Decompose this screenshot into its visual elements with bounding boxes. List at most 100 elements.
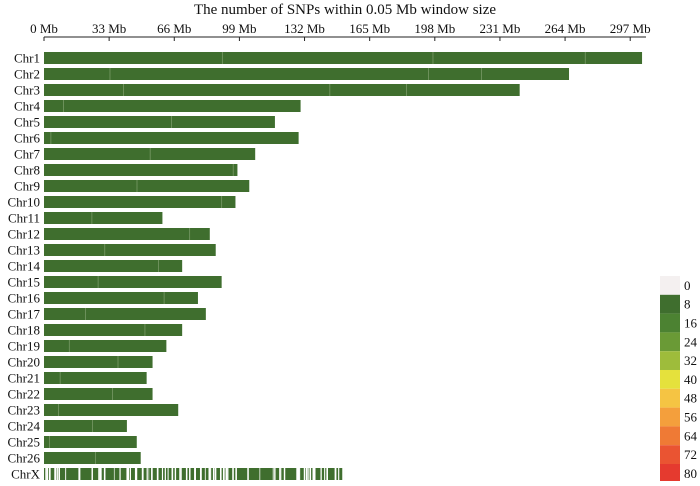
window-stripe [247,468,249,480]
window-stripe [210,468,212,480]
chromosome-label: Chr25 [8,435,41,450]
window-stripe [274,468,276,480]
chromosome-bar [44,468,345,480]
chromosome-label: Chr23 [8,403,41,418]
x-tick-label: 132 Mb [284,21,325,36]
chromosome-label: Chr22 [8,387,41,402]
window-stripe [49,436,50,448]
x-tick-label: 66 Mb [157,21,191,36]
window-stripe [109,68,111,80]
chromosome-bar [44,308,206,320]
chromosome-row: Chr22 [8,387,153,402]
chromosome-row: Chr9 [14,179,250,194]
window-stripe [99,468,102,480]
window-stripe [48,468,51,480]
window-stripe [299,468,301,480]
window-stripe [225,468,228,480]
chromosome-bar [44,164,238,176]
chromosome-row: Chr3 [14,83,520,98]
legend-label: 40 [684,372,697,387]
chromosome-row: Chr24 [8,419,127,434]
window-stripe [189,468,191,480]
chromosome-row: Chr26 [8,451,141,466]
x-tick-label: 198 Mb [414,21,455,36]
window-stripe [326,468,329,480]
chromosome-bar [44,292,198,304]
chromosome-bar [44,100,301,112]
window-stripe [296,468,298,480]
chromosome-row: Chr5 [14,115,275,130]
window-stripe [123,84,124,96]
chromosome-row: Chr25 [8,435,137,450]
window-stripe [303,468,306,480]
x-tick-label: 165 Mb [349,21,390,36]
color-legend: 0 8 16 24 32 40 48 56 64 72 80 [660,276,698,483]
window-stripe [161,468,164,480]
legend-swatch [660,351,680,370]
window-stripe [335,468,337,480]
window-stripe [91,212,93,224]
chromosome-bar [44,116,275,128]
chromosome-label: Chr2 [14,67,40,82]
window-stripe [222,468,225,480]
window-stripe [126,468,129,480]
window-stripe [151,468,153,480]
window-stripe [213,468,215,480]
window-stripe [584,52,586,64]
window-stripe [280,468,282,480]
chromosome-label: Chr18 [8,323,41,338]
chromosome-row: Chr8 [14,163,238,178]
legend-label: 80 [684,466,697,481]
window-stripe [163,292,165,304]
chromosome-label: Chr10 [8,195,41,210]
x-axis: 0 Mb 33 Mb 66 Mb 99 Mb 132 Mb 165 Mb 198 Mb 231… [30,21,651,41]
window-stripe [95,452,96,464]
window-stripe [189,228,191,240]
chromosome-bar [44,148,256,160]
window-stripe [164,468,166,480]
chromosome-row: Chr1 [14,51,643,66]
chromosome-row: Chr6 [14,131,299,146]
chromosome-row: Chr16 [8,291,198,306]
chromosome-bar [44,244,216,256]
chromosome-row: Chr21 [8,371,147,386]
chromosome-rows: Chr1Chr2Chr3Chr4Chr5Chr6Chr7Chr8Chr9Chr1… [8,51,643,482]
window-stripe [334,468,337,480]
chromosome-row: Chr2 [14,67,570,82]
chromosome-bar [44,84,520,96]
window-stripe [144,324,146,336]
window-stripe [45,468,47,480]
legend-swatch [660,294,680,314]
window-stripe [305,468,308,480]
window-stripe [201,468,202,480]
window-stripe [194,468,196,480]
chromosome-label: Chr9 [14,179,40,194]
window-stripe [117,356,119,368]
window-stripe [338,468,340,480]
window-stripe [179,468,181,480]
window-stripe [46,468,49,480]
window-stripe [199,468,202,480]
window-stripe [63,100,64,112]
chart-title: The number of SNPs within 0.05 Mb window… [194,2,496,18]
window-stripe [232,468,234,480]
window-stripe [130,468,132,480]
chromosome-label: Chr15 [8,275,41,290]
legend-label: 32 [684,353,697,368]
legend-swatch [660,276,680,295]
window-stripe [283,468,286,480]
x-tick-label: 231 Mb [480,21,521,36]
window-stripe [68,340,70,352]
window-stripe [232,164,234,176]
chromosome-bar [44,452,141,464]
chromosome-bar [44,276,222,288]
legend-swatch [660,407,680,427]
chromosome-bar [44,260,183,272]
chromosome-row: Chr4 [14,99,301,114]
legend-swatch [660,445,680,464]
window-stripe [279,468,281,480]
window-stripe [208,468,211,480]
chromosome-row: Chr15 [8,275,222,290]
chromosome-bar [44,388,153,400]
chromosome-label: Chr20 [8,355,41,370]
